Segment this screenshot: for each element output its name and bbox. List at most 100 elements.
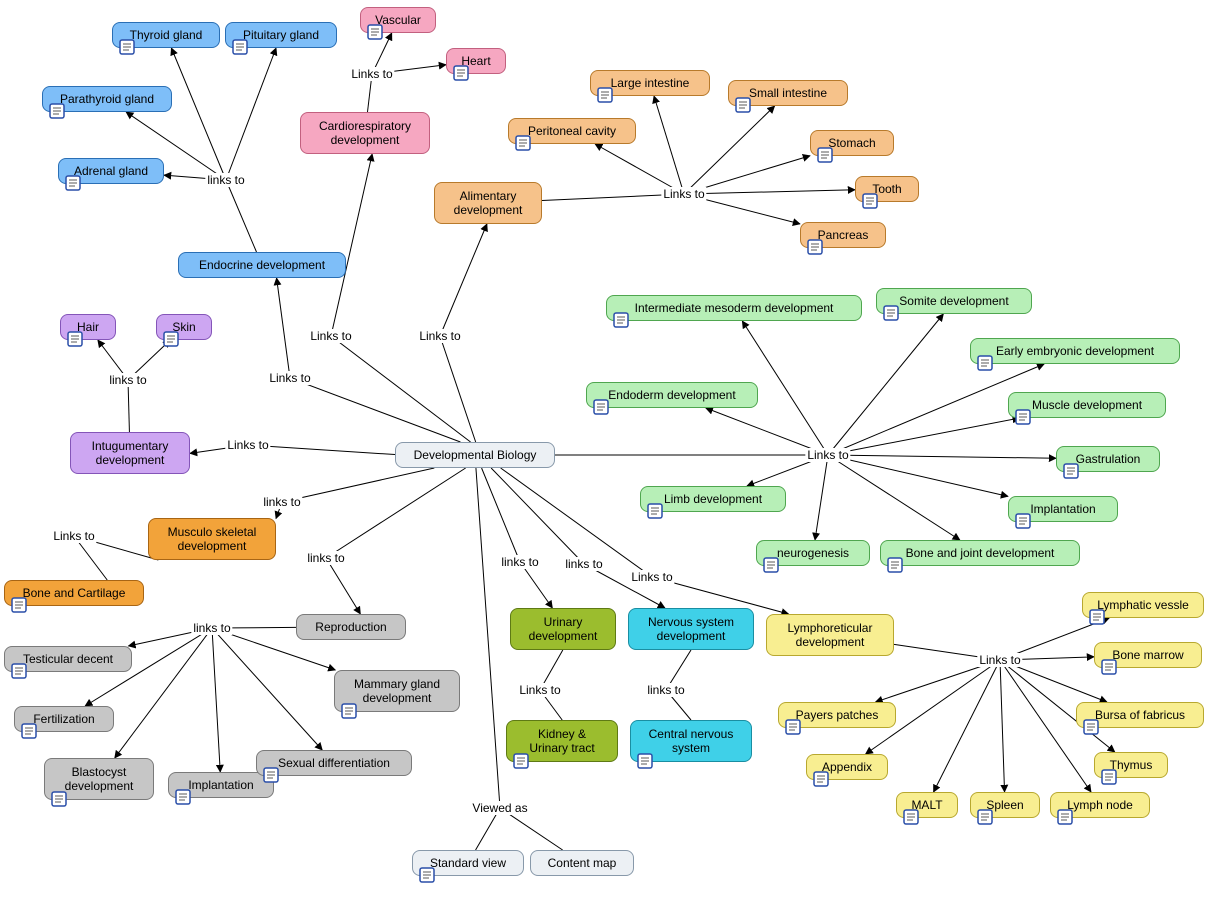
node-label: neurogenesis xyxy=(777,546,849,560)
concept-node-tooth[interactable]: Tooth xyxy=(855,176,919,202)
concept-node-skin[interactable]: Skin xyxy=(156,314,212,340)
concept-node-hair[interactable]: Hair xyxy=(60,314,116,340)
concept-node-cns[interactable]: Central nervous system xyxy=(630,720,752,762)
node-label: Thyroid gland xyxy=(130,28,203,42)
concept-node-payers[interactable]: Payers patches xyxy=(778,702,896,728)
node-label: Pituitary gland xyxy=(243,28,319,42)
concept-node-lymph[interactable]: Lymphoreticular development xyxy=(766,614,894,656)
document-icon xyxy=(887,557,903,573)
concept-node-fert[interactable]: Fertilization xyxy=(14,706,114,732)
node-label: Somite development xyxy=(899,294,1008,308)
link-label: Links to xyxy=(267,371,312,385)
node-label: Testicular decent xyxy=(23,652,113,666)
document-icon xyxy=(977,355,993,371)
concept-node-bonejoint[interactable]: Bone and joint development xyxy=(880,540,1080,566)
concept-node-peritoneal[interactable]: Peritoneal cavity xyxy=(508,118,636,144)
concept-node-endoderm[interactable]: Endoderm development xyxy=(586,382,758,408)
concept-node-adrenal[interactable]: Adrenal gland xyxy=(58,158,164,184)
concept-node-intmeso[interactable]: Intermediate mesoderm development xyxy=(606,295,862,321)
link-label: links to xyxy=(107,373,148,387)
concept-node-lymnode[interactable]: Lymph node xyxy=(1050,792,1150,818)
link-label: Links to xyxy=(349,67,394,81)
document-icon xyxy=(647,503,663,519)
concept-node-parathyroid[interactable]: Parathyroid gland xyxy=(42,86,172,112)
concept-node-earlyemb[interactable]: Early embryonic development xyxy=(970,338,1180,364)
node-label: Parathyroid gland xyxy=(60,92,154,106)
node-label: Intugumentary development xyxy=(92,439,169,468)
node-label: Alimentary development xyxy=(454,189,523,218)
node-label: Intermediate mesoderm development xyxy=(635,301,834,315)
node-label: Adrenal gland xyxy=(74,164,148,178)
document-icon xyxy=(977,809,993,825)
link-label: Links to xyxy=(225,438,270,452)
document-icon xyxy=(175,789,191,805)
node-label: Sexual differentiation xyxy=(278,756,390,770)
document-icon xyxy=(11,663,27,679)
node-label: Fertilization xyxy=(33,712,94,726)
concept-node-mammary[interactable]: Mammary gland development xyxy=(334,670,460,712)
document-icon xyxy=(1101,659,1117,675)
concept-node-neuro[interactable]: neurogenesis xyxy=(756,540,870,566)
document-icon xyxy=(862,193,878,209)
concept-node-lymvessel[interactable]: Lymphatic vessle xyxy=(1082,592,1204,618)
concept-node-gastr[interactable]: Gastrulation xyxy=(1056,446,1160,472)
document-icon xyxy=(1063,463,1079,479)
concept-node-endocrine[interactable]: Endocrine development xyxy=(178,252,346,278)
node-label: Lymphatic vessle xyxy=(1097,598,1189,612)
concept-node-spleen[interactable]: Spleen xyxy=(970,792,1040,818)
concept-node-intug[interactable]: Intugumentary development xyxy=(70,432,190,474)
concept-node-malt[interactable]: MALT xyxy=(896,792,958,818)
link-label: links to xyxy=(305,551,346,565)
node-label: Pancreas xyxy=(818,228,869,242)
concept-node-pancreas[interactable]: Pancreas xyxy=(800,222,886,248)
concept-node-pituitary[interactable]: Pituitary gland xyxy=(225,22,337,48)
document-icon xyxy=(785,719,801,735)
node-label: Limb development xyxy=(664,492,762,506)
document-icon xyxy=(263,767,279,783)
document-icon xyxy=(232,39,248,55)
concept-node-appendix[interactable]: Appendix xyxy=(806,754,888,780)
node-label: Muscle development xyxy=(1032,398,1142,412)
concept-node-vascular[interactable]: Vascular xyxy=(360,7,436,33)
concept-node-bonemarrow[interactable]: Bone marrow xyxy=(1094,642,1202,668)
concept-node-thyroid[interactable]: Thyroid gland xyxy=(112,22,220,48)
link-label: links to xyxy=(563,557,604,571)
node-label: Blastocyst development xyxy=(65,765,134,794)
concept-node-sexdiff[interactable]: Sexual differentiation xyxy=(256,750,412,776)
concept-node-kidney[interactable]: Kidney & Urinary tract xyxy=(506,720,618,762)
node-label: Developmental Biology xyxy=(414,448,537,462)
document-icon xyxy=(1083,719,1099,735)
concept-node-thymus[interactable]: Thymus xyxy=(1094,752,1168,778)
concept-node-musculo[interactable]: Musculo skeletal development xyxy=(148,518,276,560)
concept-node-muscle[interactable]: Muscle development xyxy=(1008,392,1166,418)
concept-node-cardioresp[interactable]: Cardiorespiratory development xyxy=(300,112,430,154)
concept-node-bursa[interactable]: Bursa of fabricus xyxy=(1076,702,1204,728)
concept-node-nervous[interactable]: Nervous system development xyxy=(628,608,754,650)
concept-node-testic[interactable]: Testicular decent xyxy=(4,646,132,672)
concept-node-stdview[interactable]: Standard view xyxy=(412,850,524,876)
document-icon xyxy=(1015,409,1031,425)
concept-node-limb[interactable]: Limb development xyxy=(640,486,786,512)
concept-node-heart[interactable]: Heart xyxy=(446,48,506,74)
concept-node-implant_gr[interactable]: Implantation xyxy=(168,772,274,798)
concept-node-blasto[interactable]: Blastocyst development xyxy=(44,758,154,800)
concept-node-somite[interactable]: Somite development xyxy=(876,288,1032,314)
document-icon xyxy=(419,867,435,883)
concept-node-alimentary[interactable]: Alimentary development xyxy=(434,182,542,224)
document-icon xyxy=(1101,769,1117,785)
concept-node-implant_g[interactable]: Implantation xyxy=(1008,496,1118,522)
node-label: Bone and Cartilage xyxy=(23,586,126,600)
document-icon xyxy=(367,24,383,40)
concept-node-contentmap[interactable]: Content map xyxy=(530,850,634,876)
concept-node-repro[interactable]: Reproduction xyxy=(296,614,406,640)
node-label: Nervous system development xyxy=(648,615,734,644)
link-label: Links to xyxy=(51,529,96,543)
concept-node-smallint[interactable]: Small intestine xyxy=(728,80,848,106)
concept-node-root[interactable]: Developmental Biology xyxy=(395,442,555,468)
concept-node-bonecart[interactable]: Bone and Cartilage xyxy=(4,580,144,606)
concept-node-largeint[interactable]: Large intestine xyxy=(590,70,710,96)
document-icon xyxy=(49,103,65,119)
concept-node-stomach[interactable]: Stomach xyxy=(810,130,894,156)
concept-node-urinary[interactable]: Urinary development xyxy=(510,608,616,650)
document-icon xyxy=(813,771,829,787)
